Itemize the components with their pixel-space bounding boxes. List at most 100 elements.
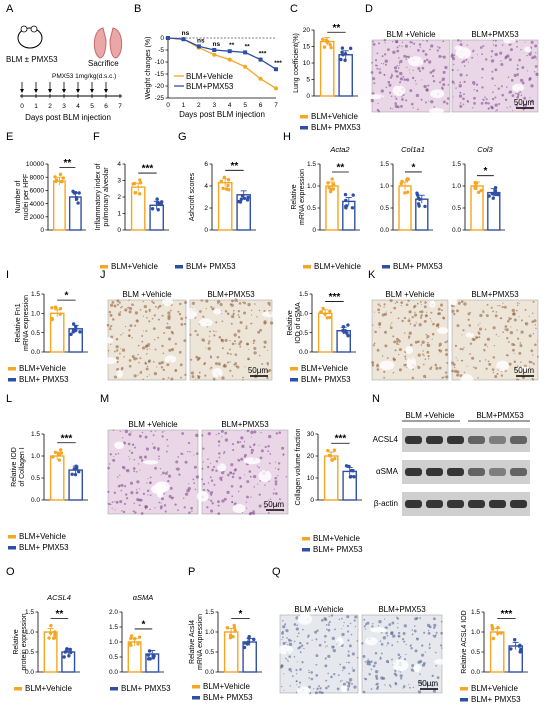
legend-swatch xyxy=(8,367,16,371)
tissue-cell xyxy=(441,87,444,90)
legend-entry: BLM+ PMX53 xyxy=(19,543,69,552)
tissue-cell xyxy=(202,315,205,318)
tissue-cell xyxy=(191,375,195,379)
tissue-cell xyxy=(269,498,272,500)
tissue-cell xyxy=(363,618,366,621)
tissue-cell xyxy=(516,67,519,71)
tissue-cell xyxy=(531,378,535,381)
tissue-cell xyxy=(318,685,320,687)
tissue-cell xyxy=(157,307,159,310)
tissue-cell xyxy=(411,664,415,668)
tissue-cell xyxy=(139,357,142,360)
tissue-cell xyxy=(158,304,162,308)
tissue-cell xyxy=(399,671,402,673)
tissue-cell xyxy=(109,328,112,331)
data-point xyxy=(490,192,495,196)
tissue-cell xyxy=(504,98,508,102)
tissue-cell xyxy=(221,376,225,380)
tissue-cell xyxy=(221,470,225,475)
tissue-cell xyxy=(411,633,414,636)
tissue-cell xyxy=(245,325,248,328)
legend-entry: BLM+Vehicle xyxy=(203,682,250,691)
tissue-cell xyxy=(467,312,471,316)
tissue-cell xyxy=(384,684,386,686)
tissue-cell xyxy=(187,441,191,445)
alveolar-space xyxy=(406,357,417,370)
tissue-cell xyxy=(459,102,462,104)
tissue-cell xyxy=(352,669,356,673)
tissue-cell xyxy=(325,628,328,631)
tissue-cell xyxy=(274,461,277,463)
tissue-cell xyxy=(516,329,518,331)
data-point xyxy=(57,458,62,462)
tissue-cell xyxy=(390,686,392,688)
tissue-cell xyxy=(191,510,193,513)
tissue-cell xyxy=(226,312,230,316)
y-tick-label: 0.0 xyxy=(380,227,389,234)
tissue-cell xyxy=(439,349,443,353)
tissue-cell xyxy=(246,342,249,346)
tissue-cell xyxy=(380,656,382,658)
tissue-cell xyxy=(119,430,121,433)
y-tick-label: 6 xyxy=(204,161,208,168)
tissue-cell xyxy=(441,77,446,81)
tissue-cell xyxy=(127,306,130,309)
tissue-cell xyxy=(384,63,387,66)
legend-entry: BLM+Vehicle xyxy=(111,262,158,271)
alveolar-space xyxy=(186,307,197,319)
data-point xyxy=(328,309,332,313)
tissue-cell xyxy=(428,358,430,360)
micrograph-title: BLM +Vehicle xyxy=(294,605,344,614)
data-point xyxy=(343,58,347,62)
tissue-cell xyxy=(405,55,408,58)
tissue-cell xyxy=(426,58,429,62)
alveolar-space xyxy=(437,327,449,334)
tissue-cell xyxy=(230,303,234,307)
y-tick-label: 1.5 xyxy=(452,161,461,168)
tissue-cell xyxy=(375,687,379,690)
tissue-cell xyxy=(239,320,243,325)
data-point xyxy=(222,175,227,179)
data-point xyxy=(58,312,62,316)
tissue-cell xyxy=(341,679,343,681)
timeline-day-label: 7 xyxy=(118,103,122,110)
micrograph-image xyxy=(279,614,359,694)
micrograph-image xyxy=(201,429,289,515)
tissue-cell xyxy=(397,317,400,320)
x-tick-label: 1 xyxy=(182,102,186,109)
tissue-cell xyxy=(184,373,187,376)
tissue-cell xyxy=(484,101,488,105)
tissue-cell xyxy=(478,332,481,335)
micrograph-title: BLM +Vehicle xyxy=(386,30,436,39)
micrograph-image xyxy=(371,39,451,113)
y-tick-label: 0.0 xyxy=(109,669,118,676)
tissue-cell xyxy=(397,653,401,657)
tissue-cell xyxy=(453,312,456,316)
tissue-cell xyxy=(473,102,476,105)
tissue-cell xyxy=(293,640,296,643)
tissue-cell xyxy=(421,79,423,81)
tissue-cell xyxy=(239,345,242,348)
data-point xyxy=(405,190,410,194)
tissue-cell xyxy=(193,454,195,456)
data-point xyxy=(138,178,142,182)
tissue-cell xyxy=(420,310,424,314)
tissue-cell xyxy=(163,430,165,432)
tissue-cell xyxy=(382,636,387,640)
tissue-cell xyxy=(149,494,152,497)
tissue-cell xyxy=(202,483,206,486)
tissue-cell xyxy=(199,310,202,313)
y-tick-label: 20 xyxy=(303,27,311,34)
blot-band-label: β-actin xyxy=(374,499,398,508)
tissue-cell xyxy=(250,309,253,312)
y-axis-label: of Collagen I xyxy=(19,447,26,486)
tissue-cell xyxy=(531,56,534,60)
tissue-cell xyxy=(194,488,197,491)
tissue-cell xyxy=(275,432,279,435)
tissue-cell xyxy=(145,344,149,347)
tissue-cell xyxy=(441,647,443,649)
tissue-cell xyxy=(424,53,428,56)
tissue-cell xyxy=(440,631,443,635)
tissue-cell xyxy=(207,346,211,351)
alveolar-space xyxy=(524,46,532,53)
